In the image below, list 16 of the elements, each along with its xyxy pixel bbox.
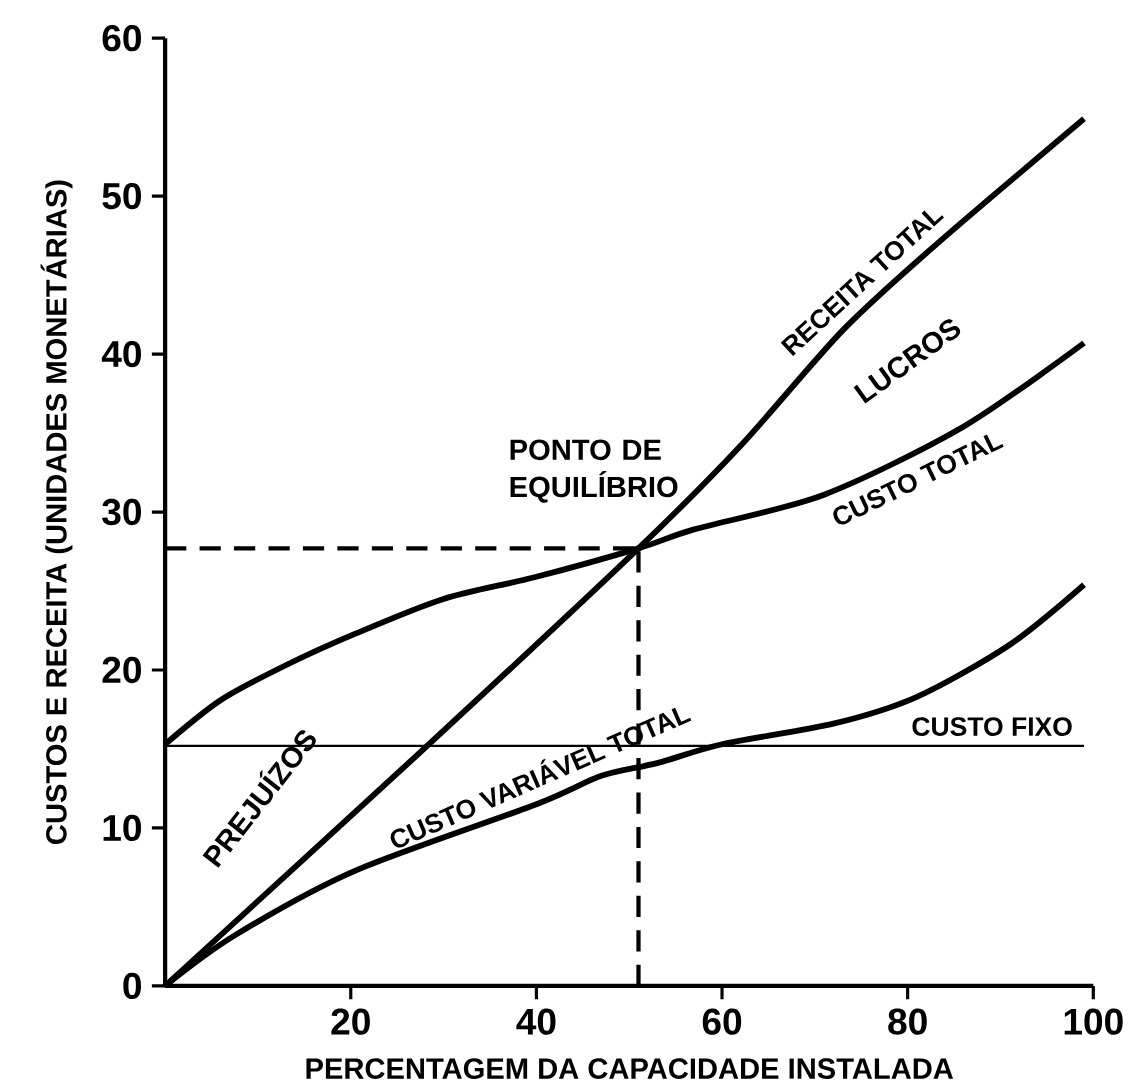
annotation: PONTO DE EQUILÍBRIO — [510, 439, 678, 503]
y-tick-label: 50 — [102, 182, 141, 210]
y-tick-label: 40 — [101, 340, 141, 368]
y-tick-label: 0 — [123, 972, 141, 1000]
x-tick-label: 80 — [888, 1008, 927, 1035]
series-label: CUSTO FIXO — [912, 717, 1072, 736]
x-tick-label: 60 — [702, 1008, 742, 1035]
x-axis-title: PERCENTAGEM DA CAPACIDADE INSTALADA — [306, 1058, 954, 1079]
x-tick-label: 40 — [516, 1008, 556, 1035]
y-tick-label: 10 — [103, 814, 141, 842]
y-tick-label: 20 — [102, 656, 141, 684]
x-tick-label: 100 — [1064, 1008, 1123, 1035]
y-tick-label: 60 — [102, 25, 141, 52]
y-axis-title: CUSTOS E RECEITA (UNIDADES MONETÁRIAS) — [40, 180, 73, 844]
y-tick-label: 30 — [102, 498, 141, 526]
x-tick-label: 20 — [331, 1008, 370, 1035]
